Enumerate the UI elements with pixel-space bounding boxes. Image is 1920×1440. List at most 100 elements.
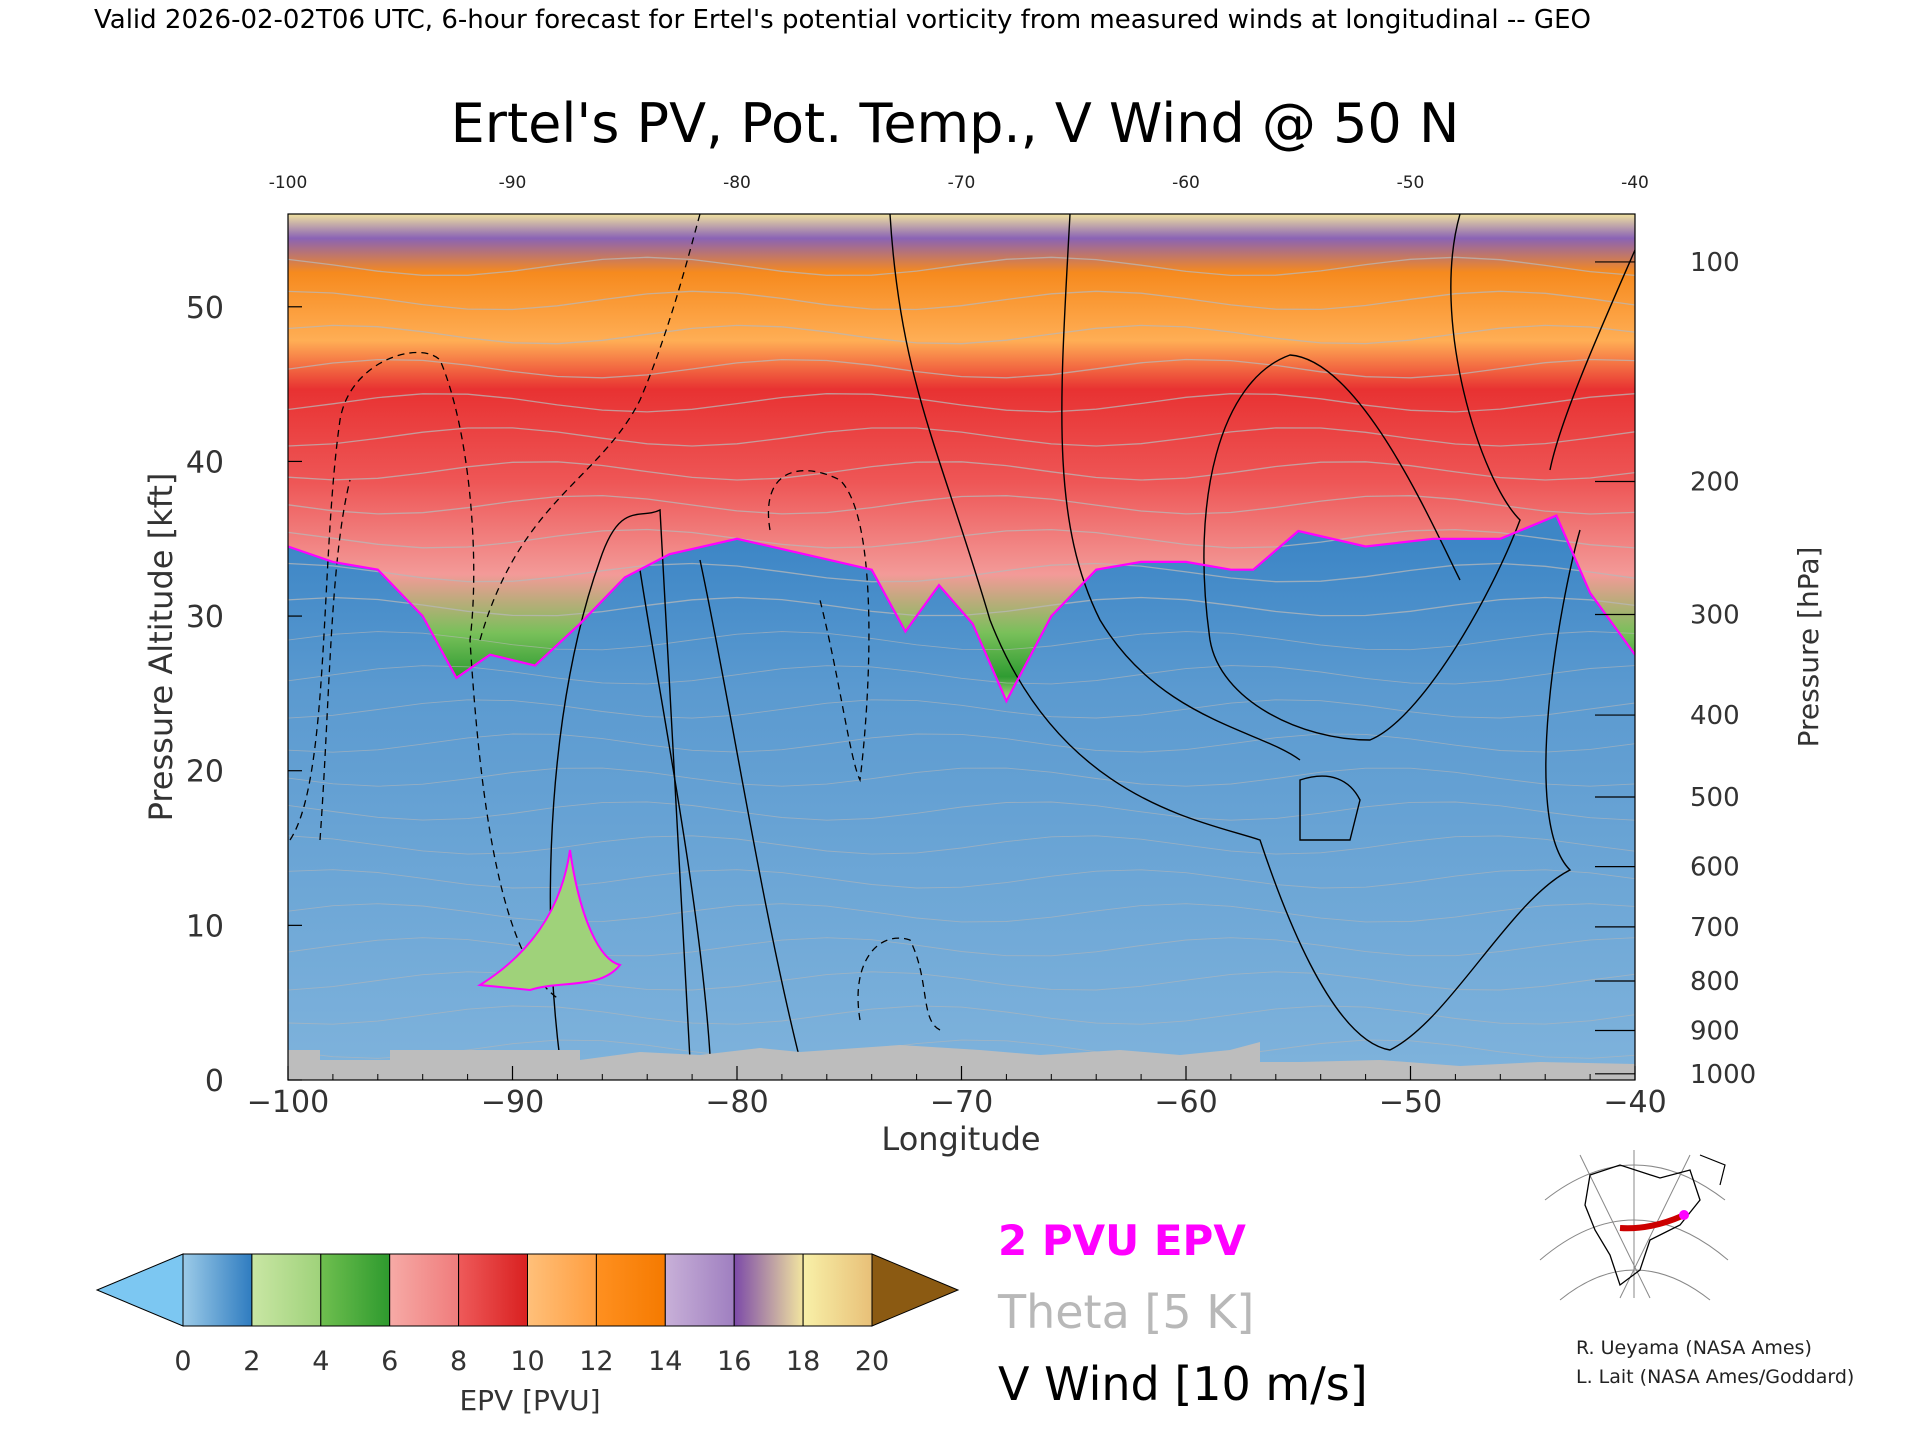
theta-contour-line <box>288 835 1635 855</box>
theta-contour-line <box>288 903 1635 923</box>
top-tick-label: -80 <box>723 173 751 193</box>
pressure-tick-label: 300 <box>1690 601 1740 631</box>
pressure-tick-label: 400 <box>1690 701 1740 731</box>
legend-item-vwind: V Wind [10 m/s] <box>998 1357 1368 1411</box>
colorbar-band <box>527 1253 597 1327</box>
theta-contour-line <box>288 596 1635 617</box>
theta-contour-line <box>288 1005 1635 1025</box>
theta-contour-line <box>288 324 1635 345</box>
theta-contour-line <box>288 528 1635 549</box>
axes: −100 -100 −90 -90 −80 -80 −70 -70 −60 -60 −50 -50 −4… <box>186 173 1756 1120</box>
colorbar-band <box>664 1253 735 1327</box>
y-tick-label: 20 <box>186 755 224 790</box>
pressure-tick-label: 100 <box>1690 248 1740 278</box>
pressure-tick-label: 200 <box>1690 468 1740 498</box>
colorbar-tick-label: 16 <box>717 1346 751 1377</box>
colorbar-band <box>320 1253 391 1327</box>
colorbar-band <box>389 1253 460 1327</box>
theta-contour-line <box>288 290 1635 311</box>
top-tick-label: -50 <box>1397 173 1425 193</box>
theta-contour-line <box>288 494 1635 515</box>
colorbar-band <box>733 1253 804 1327</box>
pressure-tick-label: 800 <box>1690 967 1740 997</box>
tropopause-2pvu-line <box>288 514 1635 704</box>
y-tick-label: 0 <box>205 1064 224 1099</box>
map-route <box>1619 1213 1684 1232</box>
colorbar-under-arrow <box>95 1253 184 1327</box>
colorbar-tick-label: 6 <box>381 1346 398 1377</box>
colorbar-band <box>595 1253 666 1327</box>
wind-contours-negative <box>289 214 941 1031</box>
x-tick-label: −70 <box>930 1085 993 1120</box>
y2-axis-label: Pressure [hPa] <box>1792 547 1825 748</box>
x-tick-label: −80 <box>705 1085 768 1120</box>
legend: 2 PVU EPV Theta [5 K] V Wind [10 m/s] <box>997 1216 1368 1411</box>
theta-contours <box>288 256 1635 1059</box>
top-tick-label: -70 <box>948 173 976 193</box>
top-tick-label: -90 <box>499 173 527 193</box>
x-tick-label: −60 <box>1154 1085 1217 1120</box>
colorbar-band <box>458 1253 529 1327</box>
x-tick-label: −90 <box>481 1085 544 1120</box>
legend-item-epv: 2 PVU EPV <box>998 1216 1246 1265</box>
colorbar-tick-label: 8 <box>450 1346 467 1377</box>
x-axis-label: Longitude <box>881 1120 1040 1158</box>
colorbar-tick-label: 2 <box>243 1346 260 1377</box>
y-tick-label: 10 <box>186 909 224 944</box>
theta-contour-line <box>288 699 1635 719</box>
colorbar-tick-label: 10 <box>510 1346 544 1377</box>
colorbar-tick-label: 12 <box>579 1346 613 1377</box>
colorbar-band <box>802 1253 873 1327</box>
colorbar-band <box>251 1253 322 1327</box>
colorbar-label: EPV [PVU] <box>459 1384 600 1417</box>
theta-contour-line <box>288 937 1635 957</box>
chart-title: Ertel's PV, Pot. Temp., V Wind @ 50 N <box>451 92 1460 155</box>
credit-line-1: R. Ueyama (NASA Ames) <box>1576 1337 1812 1359</box>
theta-contour-line <box>288 562 1635 583</box>
y-tick-label: 30 <box>186 600 224 635</box>
colorbar-band <box>182 1253 253 1327</box>
theta-contour-line <box>288 767 1635 787</box>
x-tick-label: −50 <box>1379 1085 1442 1120</box>
theta-contour-line <box>288 869 1635 889</box>
globe-map-icon <box>1536 1150 1732 1301</box>
wind-contours <box>549 214 1635 1061</box>
y-tick-label: 40 <box>186 445 224 480</box>
pressure-tick-label: 1000 <box>1690 1060 1756 1090</box>
theta-contour-line <box>288 427 1635 447</box>
top-tick-label: -40 <box>1621 173 1649 193</box>
y-axis-label: Pressure Altitude [kft] <box>142 473 180 822</box>
theta-contour-line <box>288 256 1635 277</box>
theta-contour-line <box>288 801 1635 821</box>
colorbar-tick-label: 20 <box>855 1346 889 1377</box>
pressure-tick-label: 500 <box>1690 783 1740 813</box>
colorbar-tick-label: 4 <box>312 1346 329 1377</box>
colorbar-tick-label: 0 <box>174 1346 191 1377</box>
theta-contour-line <box>288 393 1635 413</box>
colorbar-tick-label: 14 <box>648 1346 682 1377</box>
colorbar-over-arrow <box>871 1253 960 1327</box>
theta-contour-line <box>288 358 1635 379</box>
valid-header: Valid 2026-02-02T06 UTC, 6-hour forecast… <box>94 5 1591 35</box>
legend-item-theta: Theta [5 K] <box>997 1285 1254 1339</box>
theta-contour-line <box>288 461 1635 481</box>
terrain <box>288 1042 1635 1080</box>
x-tick-label: −40 <box>1603 1085 1666 1120</box>
top-tick-label: -100 <box>269 173 308 193</box>
theta-contour-line <box>288 733 1635 753</box>
theta-contour-line <box>288 665 1635 685</box>
top-tick-label: -60 <box>1172 173 1200 193</box>
pressure-tick-label: 900 <box>1690 1017 1740 1047</box>
y-tick-label: 50 <box>186 291 224 326</box>
theta-contour-line <box>288 631 1635 651</box>
low-level-pv-blob <box>476 849 622 992</box>
colorbar-tick-label: 18 <box>786 1346 820 1377</box>
x-tick-label: −100 <box>247 1085 329 1120</box>
stratosphere-field <box>288 214 1635 702</box>
credit-line-2: L. Lait (NASA Ames/Goddard) <box>1576 1366 1854 1388</box>
theta-contour-line <box>288 1039 1635 1059</box>
colorbar: 0 2 4 6 8 10 12 14 16 18 20 <box>95 1253 960 1377</box>
plot-area <box>288 214 1635 1080</box>
pressure-tick-label: 600 <box>1690 853 1740 883</box>
